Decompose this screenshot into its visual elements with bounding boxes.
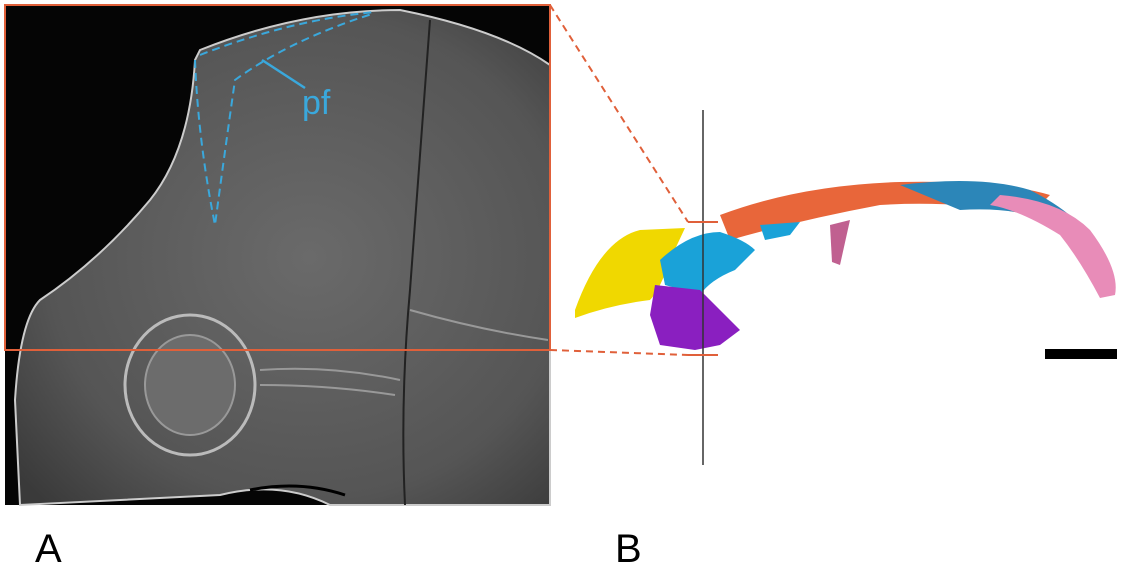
- panel-label: A: [35, 527, 62, 571]
- connector: [550, 350, 688, 355]
- panel-a-image: pf: [5, 5, 550, 505]
- figure: pf A B: [0, 0, 1125, 571]
- process: [830, 220, 850, 265]
- bone-purple: [650, 285, 740, 350]
- bone-cyan-small: [760, 222, 800, 240]
- pf-label: pf: [302, 84, 331, 122]
- panel-b-reconstruction: [575, 110, 1117, 465]
- connector: [550, 5, 688, 222]
- panel-label: B: [615, 527, 642, 571]
- scale-bar: [1045, 349, 1117, 359]
